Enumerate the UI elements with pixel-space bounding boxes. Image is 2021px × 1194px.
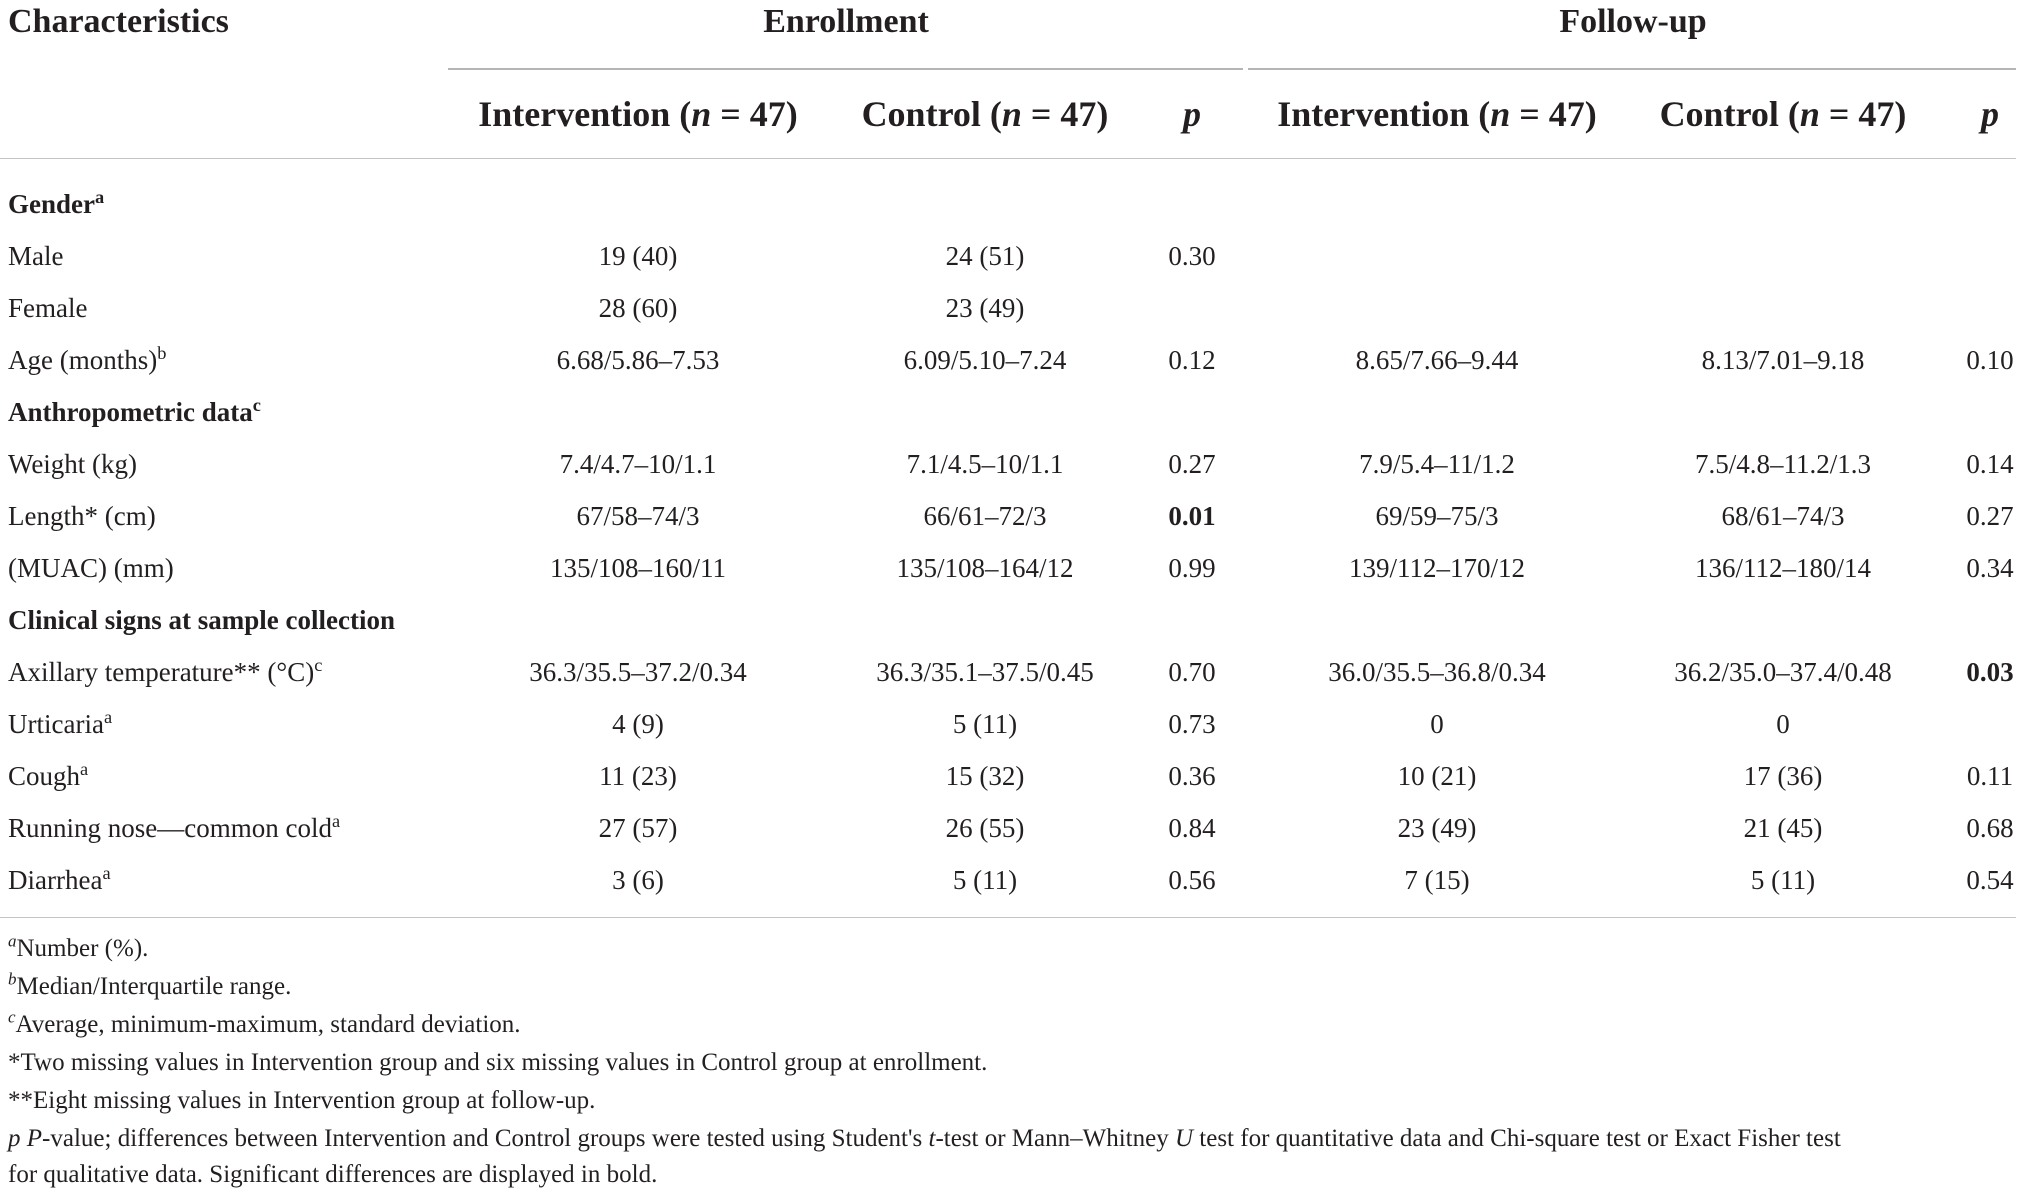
cell-enroll-p: 0.70 [1168,657,1216,687]
footnote-a: aNumber (%). [8,931,149,962]
cell-enroll-p: 0.30 [1168,241,1216,271]
cell-enroll-p: 0.84 [1168,813,1216,843]
cell-follow-control: 5 (11) [1750,865,1816,895]
cell-follow-p: 0.10 [1966,345,2014,375]
cell-enroll-control: 5 (11) [952,865,1018,895]
cell-enroll-p: 0.56 [1168,865,1216,895]
row-label: (MUAC) (mm) [8,553,174,583]
cell-enroll-control: 26 (55) [945,813,1025,843]
footnote-star1: *Two missing values in Intervention grou… [8,1049,988,1076]
cell-follow-p: 0.27 [1966,501,2014,531]
cell-follow-control: 8.13/7.01–9.18 [1701,345,1865,375]
cell-enroll-p: 0.73 [1168,709,1216,739]
cell-enroll-intervention: 3 (6) [612,865,664,895]
footnote-b: bMedian/Interquartile range. [8,969,292,1000]
cell-follow-control: 36.2/35.0–37.4/0.48 [1674,657,1892,687]
footnote-star2: **Eight missing values in Intervention g… [8,1087,596,1114]
cell-follow-intervention: 139/112–170/12 [1348,553,1526,583]
row-label: Running nose—common colda [8,810,341,843]
cell-enroll-intervention: 28 (60) [598,293,678,323]
cell-follow-intervention: 7 (15) [1404,865,1470,895]
cell-follow-p: 0.54 [1966,865,2014,895]
cell-enroll-intervention: 135/108–160/11 [549,553,727,583]
cell-enroll-control: 7.1/4.5–10/1.1 [906,449,1064,479]
section-label: Gendera [8,186,105,219]
cell-follow-intervention: 69/59–75/3 [1375,501,1499,531]
header-enrollment: Enrollment [763,3,929,40]
cell-enroll-control: 6.09/5.10–7.24 [903,345,1067,375]
subheader-follow-control: Control (n = 47) [1659,94,1907,134]
cell-enroll-p: 0.99 [1168,553,1216,583]
row-label: Diarrheaa [8,862,111,895]
cell-enroll-p: 0.27 [1168,449,1216,479]
row-label: Urticariaa [8,706,113,739]
cell-enroll-control: 23 (49) [945,293,1025,323]
row-label: Cougha [8,758,89,791]
header-characteristics: Characteristics [8,3,229,40]
row-label: Male [8,241,64,271]
section-label: Anthropometric datac [8,394,261,427]
cell-enroll-control: 24 (51) [945,241,1025,271]
cell-enroll-intervention: 67/58–74/3 [576,501,700,531]
subheader-follow-intervention: Intervention (n = 47) [1277,94,1597,134]
cell-follow-intervention: 23 (49) [1397,813,1477,843]
cell-follow-p: 0.03 [1966,657,2014,687]
cell-enroll-control: 36.3/35.1–37.5/0.45 [876,657,1094,687]
section-label: Clinical signs at sample collection [8,605,395,635]
cell-enroll-control: 5 (11) [952,709,1018,739]
row-label: Female [8,293,88,323]
cell-follow-intervention: 0 [1430,709,1444,739]
cell-enroll-p: 0.01 [1168,501,1216,531]
cell-follow-intervention: 10 (21) [1397,761,1477,791]
cell-enroll-intervention: 19 (40) [598,241,678,271]
header-followup: Follow-up [1559,3,1707,40]
cell-follow-intervention: 8.65/7.66–9.44 [1355,345,1519,375]
cell-enroll-intervention: 7.4/4.7–10/1.1 [559,449,717,479]
row-label: Length* (cm) [8,501,156,531]
subheader-enroll-intervention: Intervention (n = 47) [478,94,798,134]
enrollment-rule [448,68,1243,70]
cell-follow-control: 68/61–74/3 [1721,501,1845,531]
cell-follow-p: 0.34 [1966,553,2014,583]
subheader-follow-p: p [1981,94,1999,134]
cell-follow-intervention: 36.0/35.5–36.8/0.34 [1328,657,1546,687]
followup-rule [1248,68,2016,70]
table-bottom-rule [0,917,2016,918]
cell-enroll-p: 0.36 [1168,761,1216,791]
cell-follow-control: 21 (45) [1743,813,1823,843]
cell-follow-control: 17 (36) [1743,761,1823,791]
cell-enroll-control: 135/108–164/12 [896,553,1074,583]
cell-enroll-intervention: 6.68/5.86–7.53 [556,345,720,375]
cell-follow-p: 0.68 [1966,813,2014,843]
cell-follow-control: 0 [1776,709,1790,739]
cell-follow-control: 7.5/4.8–11.2/1.3 [1694,449,1872,479]
cell-follow-control: 136/112–180/14 [1694,553,1872,583]
subheader-enroll-control: Control (n = 47) [861,94,1109,134]
row-label: Axillary temperature** (°C)c [8,654,323,687]
cell-enroll-control: 66/61–72/3 [923,501,1047,531]
cell-enroll-intervention: 36.3/35.5–37.2/0.34 [529,657,747,687]
row-label: Weight (kg) [8,449,138,479]
cell-enroll-intervention: 11 (23) [599,761,677,791]
subheader-enroll-p: p [1183,94,1201,134]
cell-follow-p: 0.11 [1966,761,2014,791]
cell-enroll-control: 15 (32) [945,761,1025,791]
cell-follow-intervention: 7.9/5.4–11/1.2 [1359,449,1515,479]
header-bottom-rule [0,158,2016,159]
cell-follow-p: 0.14 [1966,449,2014,479]
footnote-p-line2: for qualitative data. Significant differ… [8,1161,658,1188]
footnote-p-line1: p P-value; differences between Intervent… [8,1125,1841,1152]
footnote-c: cAverage, minimum-maximum, standard devi… [8,1007,521,1038]
cell-enroll-p: 0.12 [1168,345,1216,375]
cell-enroll-intervention: 27 (57) [598,813,678,843]
row-label: Age (months)b [8,342,167,375]
cell-enroll-intervention: 4 (9) [612,709,664,739]
